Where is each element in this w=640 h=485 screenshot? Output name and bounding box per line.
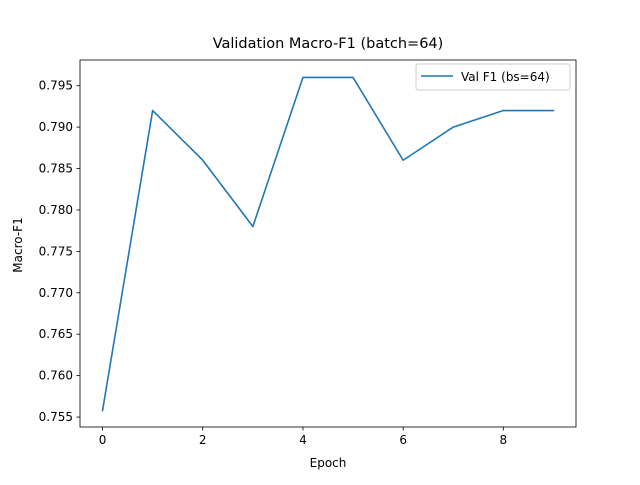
y-tick-label: 0.765 — [39, 327, 73, 341]
y-tick-label: 0.755 — [39, 410, 73, 424]
series-line — [101, 76, 555, 412]
y-tick-label: 0.770 — [39, 286, 73, 300]
x-tick-label: 0 — [99, 433, 107, 447]
plot-frame — [79, 59, 577, 428]
legend-box — [415, 63, 571, 91]
x-tick-label: 2 — [199, 433, 207, 447]
y-tick-label: 0.780 — [39, 203, 73, 217]
y-tick-label: 0.785 — [39, 162, 73, 176]
x-tick-label: 4 — [299, 433, 307, 447]
x-tick-label: 8 — [500, 433, 508, 447]
y-tick-label: 0.790 — [39, 120, 73, 134]
chart-title: Validation Macro-F1 (batch=64) — [213, 36, 444, 52]
x-axis-title: Epoch — [310, 456, 347, 470]
y-tick-label: 0.760 — [39, 369, 73, 383]
legend-label: Val F1 (bs=64) — [461, 70, 550, 84]
legend: Val F1 (bs=64) — [415, 63, 571, 91]
y-tick-label: 0.775 — [39, 244, 73, 258]
y-axis-title: Macro-F1 — [11, 217, 25, 272]
x-tick-label: 6 — [399, 433, 407, 447]
y-tick-label: 0.795 — [39, 79, 73, 93]
